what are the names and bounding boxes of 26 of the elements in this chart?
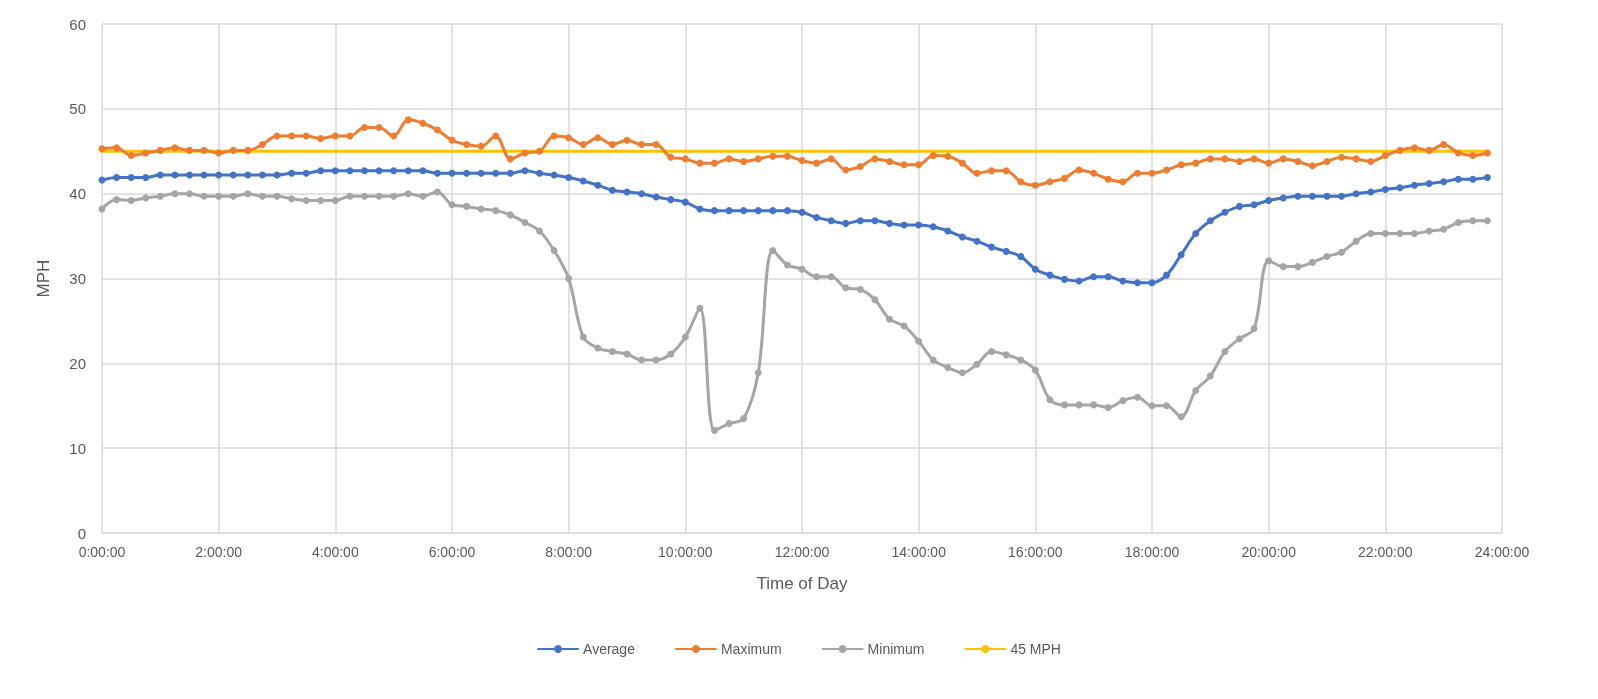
x-axis-title: Time of Day bbox=[756, 574, 848, 593]
legend-label: Average bbox=[583, 641, 636, 657]
legend-label: Maximum bbox=[720, 641, 782, 657]
x-tick-label: 6:00:00 bbox=[428, 544, 476, 560]
x-tick-label: 18:00:00 bbox=[1124, 544, 1180, 560]
y-tick-label: 50 bbox=[69, 100, 86, 118]
legend-label: Minimum bbox=[867, 641, 925, 657]
x-tick-label: 22:00:00 bbox=[1358, 544, 1413, 560]
x-tick-label: 14:00:00 bbox=[891, 544, 947, 560]
y-tick-label: 20 bbox=[69, 354, 86, 372]
y-tick-label: 10 bbox=[69, 439, 86, 457]
x-tick-label: 8:00:00 bbox=[545, 544, 593, 560]
y-tick-label: 40 bbox=[69, 185, 86, 203]
y-tick-label: 0 bbox=[77, 524, 86, 542]
y-tick-label: 60 bbox=[69, 15, 86, 33]
x-tick-label: 12:00:00 bbox=[774, 544, 830, 560]
x-tick-label: 20:00:00 bbox=[1241, 544, 1297, 560]
x-tick-label: 24:00:00 bbox=[1474, 544, 1530, 560]
x-tick-label: 0:00:00 bbox=[78, 544, 126, 560]
x-tick-label: 2:00:00 bbox=[195, 544, 243, 560]
x-tick-label: 16:00:00 bbox=[1008, 544, 1063, 560]
x-tick-label: 10:00:00 bbox=[658, 544, 713, 560]
x-tick-label: 4:00:00 bbox=[311, 544, 359, 560]
legend-label: 45 MPH bbox=[1010, 641, 1061, 657]
y-axis-title: MPH bbox=[34, 259, 53, 298]
y-tick-label: 30 bbox=[69, 270, 86, 287]
